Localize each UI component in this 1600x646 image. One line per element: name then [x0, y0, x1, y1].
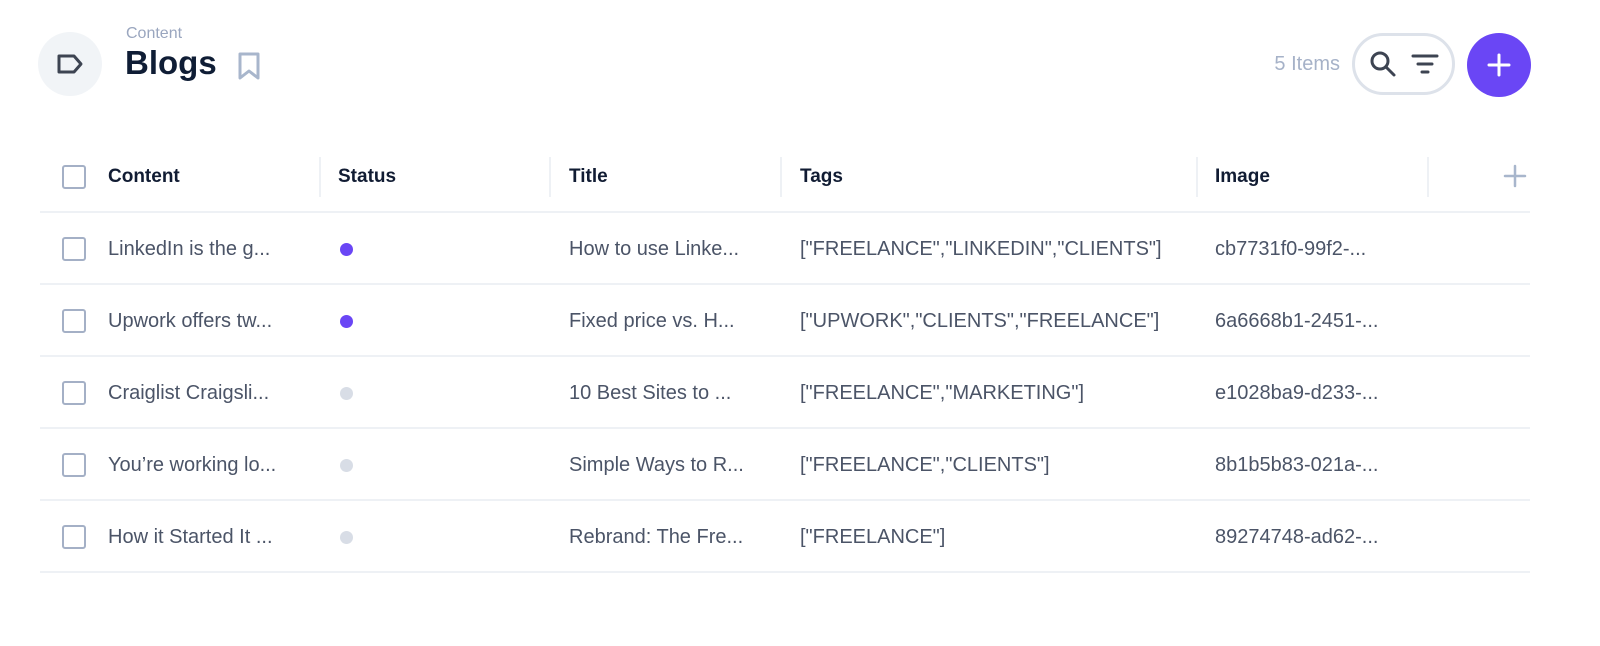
select-all-checkbox[interactable] [62, 165, 86, 189]
cell-title: Simple Ways to R... [569, 454, 744, 476]
breadcrumb[interactable]: Content [126, 25, 183, 42]
status-indicator [340, 243, 353, 256]
column-divider[interactable] [549, 157, 551, 197]
plus-icon [1487, 53, 1511, 77]
bookmark-icon[interactable] [237, 52, 261, 80]
status-indicator [340, 315, 353, 328]
status-indicator [340, 387, 353, 400]
column-divider[interactable] [780, 157, 782, 197]
search-filter-group [1352, 33, 1455, 95]
column-divider[interactable] [1196, 157, 1198, 197]
filter-icon[interactable] [1411, 52, 1439, 76]
table-row[interactable]: Craiglist Craigsli... 10 Best Sites to .… [40, 357, 1530, 429]
row-checkbox[interactable] [62, 309, 86, 333]
cell-image: 8b1b5b83-021a-... [1215, 454, 1379, 476]
cell-tags: ["FREELANCE","MARKETING"] [800, 382, 1084, 404]
cell-tags: ["UPWORK","CLIENTS","FREELANCE"] [800, 310, 1160, 332]
item-count: 5 Items [1274, 53, 1340, 75]
cell-content: LinkedIn is the g... [108, 238, 271, 260]
table-row[interactable]: How it Started It ... Rebrand: The Fre..… [40, 501, 1530, 573]
table-header: Content Status Title Tags Image [40, 141, 1530, 213]
column-header-status[interactable]: Status [338, 166, 397, 187]
cell-title: How to use Linke... [569, 238, 740, 260]
cell-content: You’re working lo... [108, 454, 277, 476]
cell-content: How it Started It ... [108, 526, 273, 548]
add-item-button[interactable] [1467, 33, 1531, 97]
status-indicator [340, 459, 353, 472]
cell-image: 6a6668b1-2451-... [1215, 310, 1379, 332]
table-row[interactable]: You’re working lo... Simple Ways to R...… [40, 429, 1530, 501]
cell-content: Upwork offers tw... [108, 310, 273, 332]
row-checkbox[interactable] [62, 237, 86, 261]
row-checkbox[interactable] [62, 381, 86, 405]
collection-avatar [38, 32, 102, 96]
column-header-content[interactable]: Content [108, 166, 180, 187]
column-divider[interactable] [1427, 157, 1429, 197]
search-icon[interactable] [1369, 50, 1397, 78]
cell-image: cb7731f0-99f2-... [1215, 238, 1367, 260]
column-header-tags[interactable]: Tags [800, 166, 843, 187]
cell-title: Fixed price vs. H... [569, 310, 735, 332]
cell-tags: ["FREELANCE","LINKEDIN","CLIENTS"] [800, 238, 1162, 260]
blogs-table: Content Status Title Tags Image LinkedIn… [40, 141, 1530, 573]
table-row[interactable]: Upwork offers tw... Fixed price vs. H...… [40, 285, 1530, 357]
status-indicator [340, 531, 353, 544]
column-divider[interactable] [319, 157, 321, 197]
add-column-icon[interactable] [1502, 163, 1528, 189]
cell-title: 10 Best Sites to ... [569, 382, 732, 404]
page-title: Blogs [125, 44, 217, 81]
column-header-image[interactable]: Image [1215, 166, 1270, 187]
cell-image: e1028ba9-d233-... [1215, 382, 1379, 404]
tag-icon [57, 54, 83, 74]
cell-tags: ["FREELANCE","CLIENTS"] [800, 454, 1050, 476]
row-checkbox[interactable] [62, 453, 86, 477]
cell-tags: ["FREELANCE"] [800, 526, 946, 548]
table-row[interactable]: LinkedIn is the g... How to use Linke...… [40, 213, 1530, 285]
cell-title: Rebrand: The Fre... [569, 526, 744, 548]
cell-image: 89274748-ad62-... [1215, 526, 1379, 548]
cell-content: Craiglist Craigsli... [108, 382, 270, 404]
row-checkbox[interactable] [62, 525, 86, 549]
column-header-title[interactable]: Title [569, 166, 608, 187]
